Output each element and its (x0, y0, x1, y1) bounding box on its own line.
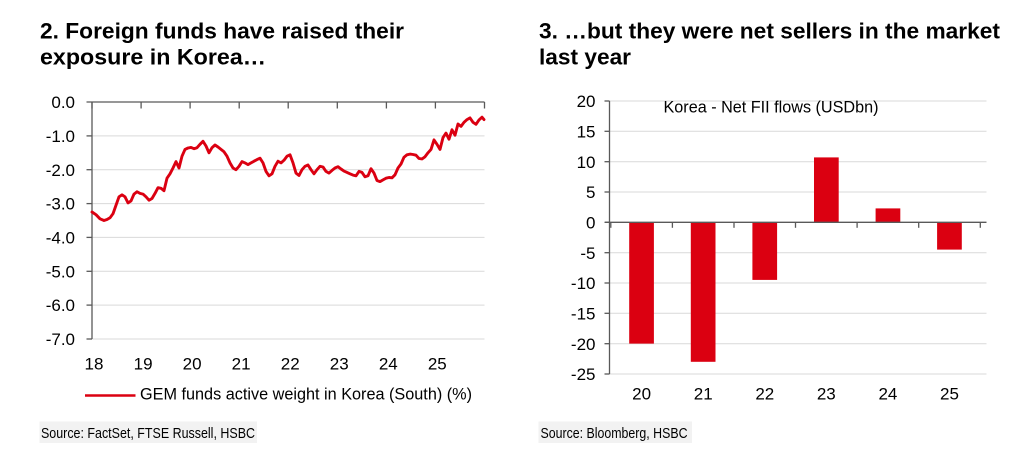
svg-text:0.0: 0.0 (51, 93, 75, 112)
svg-text:-3.0: -3.0 (46, 195, 75, 214)
svg-text:18: 18 (85, 355, 104, 374)
svg-text:-25: -25 (571, 365, 596, 384)
svg-text:-15: -15 (571, 304, 596, 323)
svg-text:Source: Bloomberg, HSBC: Source: Bloomberg, HSBC (541, 425, 688, 442)
svg-text:21: 21 (694, 385, 713, 404)
svg-text:20: 20 (183, 355, 202, 374)
svg-text:-7.0: -7.0 (46, 330, 75, 349)
svg-text:Korea - Net FII flows (USDbn): Korea - Net FII flows (USDbn) (664, 98, 879, 117)
svg-text:-6.0: -6.0 (46, 296, 75, 315)
svg-text:0: 0 (586, 213, 595, 232)
svg-text:2. Foreign funds have raised t: 2. Foreign funds have raised their exposu… (40, 18, 404, 69)
svg-text:-4.0: -4.0 (46, 229, 75, 248)
svg-text:25: 25 (428, 355, 447, 374)
svg-text:5: 5 (586, 183, 595, 202)
svg-text:24: 24 (878, 385, 897, 404)
svg-text:-20: -20 (571, 335, 596, 354)
svg-text:-1.0: -1.0 (46, 127, 75, 146)
svg-text:25: 25 (940, 385, 959, 404)
svg-text:20: 20 (632, 385, 651, 404)
svg-text:-5: -5 (580, 244, 595, 263)
svg-text:10: 10 (577, 153, 596, 172)
svg-text:20: 20 (577, 92, 596, 111)
svg-text:22: 22 (281, 355, 300, 374)
svg-text:15: 15 (577, 122, 596, 141)
svg-text:23: 23 (330, 355, 349, 374)
svg-text:19: 19 (134, 355, 153, 374)
svg-text:-5.0: -5.0 (46, 262, 75, 281)
svg-text:23: 23 (817, 385, 836, 404)
svg-text:22: 22 (755, 385, 774, 404)
svg-text:Source: FactSet, FTSE Russell,: Source: FactSet, FTSE Russell, HSBC (41, 425, 255, 442)
svg-text:3. …but they were net sellers: 3. …but they were net sellers in the mar… (539, 18, 1001, 69)
svg-text:-2.0: -2.0 (46, 161, 75, 180)
svg-text:-10: -10 (571, 274, 596, 293)
svg-text:GEM funds active weight in Kor: GEM funds active weight in Korea (South)… (140, 385, 472, 404)
svg-text:21: 21 (232, 355, 251, 374)
svg-text:24: 24 (379, 355, 398, 374)
